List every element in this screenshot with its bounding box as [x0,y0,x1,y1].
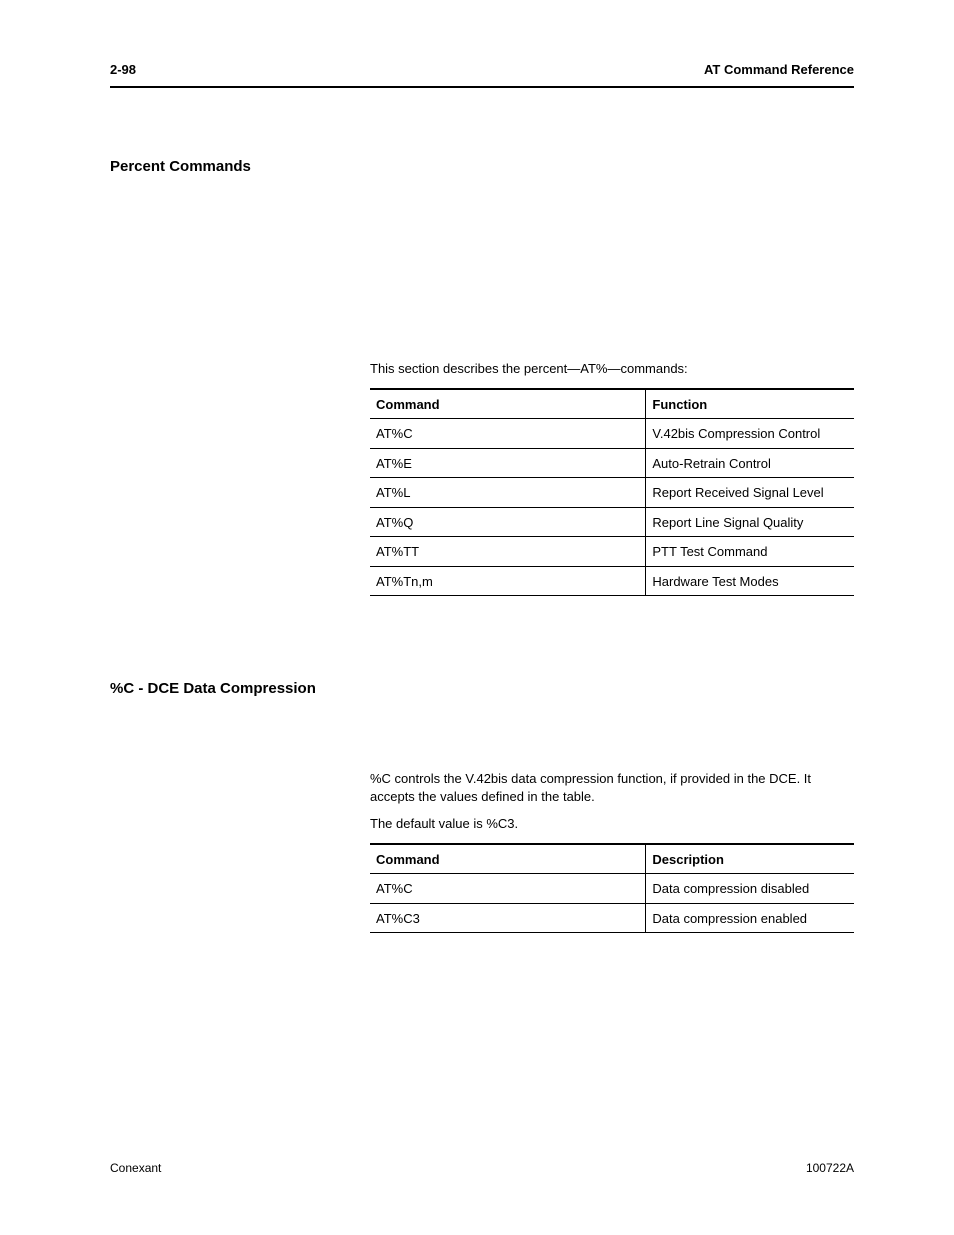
footer-docnum: 100722A [806,1161,854,1175]
table-header-row: Command Description [370,844,854,874]
col-header-command: Command [370,389,646,419]
col-header-function: Function [646,389,854,419]
cell-command: AT%E [370,448,646,478]
document-page: { "header": { "number": "2-98", "title":… [0,0,954,1235]
table-row: AT%CData compression disabled [370,874,854,904]
cell-description: Data compression enabled [646,903,854,933]
percent-commands-table: Command Function AT%CV.42bis Compression… [370,388,854,597]
page-title: AT Command Reference [704,62,854,77]
page-number: 2-98 [110,62,136,77]
section-heading-%c: %C - DCE Data Compression [110,680,316,697]
cell-function: Report Received Signal Level [646,478,854,508]
cell-function: Hardware Test Modes [646,566,854,596]
cell-function: V.42bis Compression Control [646,419,854,449]
table-row: AT%QReport Line Signal Quality [370,507,854,537]
table-row: AT%LReport Received Signal Level [370,478,854,508]
cell-description: Data compression disabled [646,874,854,904]
section1-block: This section describes the percent—AT%—c… [370,360,854,596]
table-row: AT%EAuto-Retrain Control [370,448,854,478]
table-header-row: Command Function [370,389,854,419]
cell-function: PTT Test Command [646,537,854,567]
table-row: AT%CV.42bis Compression Control [370,419,854,449]
cell-command: AT%TT [370,537,646,567]
%c-values-table: Command Description AT%CData compression… [370,843,854,934]
col-header-command: Command [370,844,646,874]
cell-command: AT%Q [370,507,646,537]
section1-preamble: This section describes the percent—AT%—c… [370,360,854,378]
section2-block: %C controls the V.42bis data compression… [370,770,854,933]
table-row: AT%Tn,mHardware Test Modes [370,566,854,596]
cell-function: Auto-Retrain Control [646,448,854,478]
cell-command: AT%C [370,874,646,904]
header-rule [110,86,854,88]
section2-body-1: %C controls the V.42bis data compression… [370,770,854,805]
section-heading-percent-commands: Percent Commands [110,158,251,175]
cell-command: AT%C [370,419,646,449]
footer-brand: Conexant [110,1161,161,1175]
cell-function: Report Line Signal Quality [646,507,854,537]
cell-command: AT%C3 [370,903,646,933]
section2-body-2: The default value is %C3. [370,815,854,833]
table-row: AT%C3Data compression enabled [370,903,854,933]
table-row: AT%TTPTT Test Command [370,537,854,567]
cell-command: AT%L [370,478,646,508]
cell-command: AT%Tn,m [370,566,646,596]
col-header-description: Description [646,844,854,874]
